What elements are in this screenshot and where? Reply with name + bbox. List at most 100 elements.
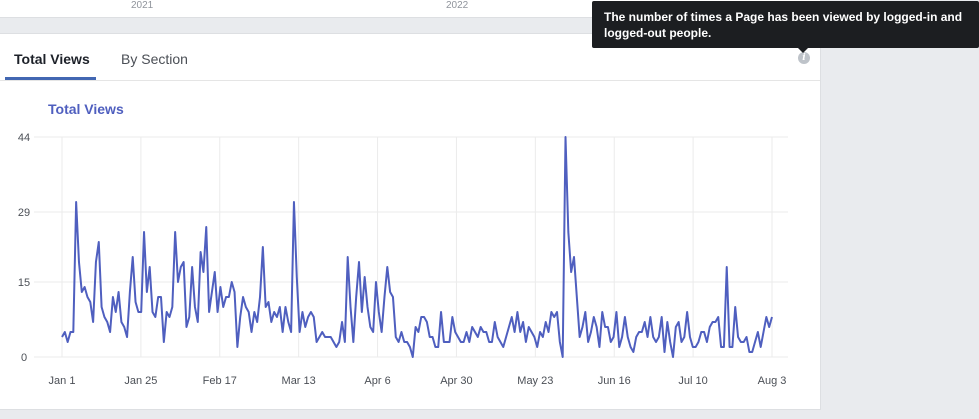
data-point: [339, 341, 340, 342]
data-point: [395, 336, 396, 337]
data-point: [494, 321, 495, 322]
data-point: [503, 346, 504, 347]
data-point: [469, 341, 470, 342]
data-point: [472, 326, 473, 327]
data-point: [248, 311, 249, 312]
data-point: [582, 326, 583, 327]
data-point: [274, 311, 275, 312]
data-point: [769, 326, 770, 327]
data-point: [64, 331, 65, 332]
data-point: [308, 316, 309, 317]
data-point: [390, 291, 391, 292]
data-point: [500, 341, 501, 342]
data-point: [675, 326, 676, 327]
data-point: [101, 306, 102, 307]
data-point: [143, 231, 144, 232]
tab-by-section[interactable]: By Section: [121, 51, 188, 67]
data-point: [237, 346, 238, 347]
data-point: [771, 316, 772, 317]
data-point: [163, 341, 164, 342]
data-point: [718, 316, 719, 317]
data-point: [483, 331, 484, 332]
data-point: [463, 341, 464, 342]
data-point: [121, 321, 122, 322]
data-point: [720, 346, 721, 347]
data-point: [276, 316, 277, 317]
data-point: [740, 341, 741, 342]
x-tick-label: Apr 30: [440, 375, 472, 387]
data-point: [664, 351, 665, 352]
data-point: [384, 296, 385, 297]
data-point: [175, 231, 176, 232]
data-point: [647, 336, 648, 337]
data-point: [687, 311, 688, 312]
data-point: [455, 331, 456, 332]
data-point: [423, 316, 424, 317]
x-tick-label: Jun 16: [598, 375, 631, 387]
data-point: [259, 296, 260, 297]
data-point: [192, 266, 193, 267]
data-point: [621, 336, 622, 337]
data-point: [189, 316, 190, 317]
data-point: [667, 321, 668, 322]
data-point: [288, 321, 289, 322]
data-point: [537, 346, 538, 347]
data-point: [73, 331, 74, 332]
data-point: [701, 331, 702, 332]
data-point: [364, 276, 365, 277]
data-point: [556, 311, 557, 312]
data-point: [296, 276, 297, 277]
data-point: [474, 331, 475, 332]
data-point: [302, 311, 303, 312]
data-point: [180, 266, 181, 267]
data-point: [245, 306, 246, 307]
data-point: [347, 256, 348, 257]
data-point: [197, 321, 198, 322]
data-point: [438, 346, 439, 347]
data-point: [126, 336, 127, 337]
data-point: [766, 316, 767, 317]
x-tick-label: Jul 10: [678, 375, 707, 387]
data-point: [282, 331, 283, 332]
data-point: [353, 341, 354, 342]
data-point: [579, 336, 580, 337]
data-point: [203, 271, 204, 272]
data-point: [160, 296, 161, 297]
data-point: [118, 291, 119, 292]
data-point: [132, 256, 133, 257]
timeline-year-2022: 2022: [446, 0, 469, 11]
data-point: [633, 351, 634, 352]
data-point: [375, 281, 376, 282]
data-point: [715, 321, 716, 322]
data-point: [279, 306, 280, 307]
x-tick-label: May 23: [517, 375, 553, 387]
info-icon[interactable]: i: [798, 52, 810, 64]
data-point: [723, 346, 724, 347]
data-point: [240, 316, 241, 317]
data-point: [670, 341, 671, 342]
data-point: [271, 321, 272, 322]
data-point: [169, 316, 170, 317]
data-point: [760, 346, 761, 347]
data-point: [506, 336, 507, 337]
tab-total-views[interactable]: Total Views: [14, 51, 90, 67]
data-point: [644, 321, 645, 322]
data-point: [610, 341, 611, 342]
data-point: [576, 296, 577, 297]
data-point: [658, 336, 659, 337]
data-point: [573, 256, 574, 257]
data-point: [330, 336, 331, 337]
data-point: [435, 346, 436, 347]
data-point: [254, 311, 255, 312]
timeline-year-2021: 2021: [131, 0, 154, 11]
data-point: [539, 331, 540, 332]
data-point: [732, 346, 733, 347]
data-point: [661, 316, 662, 317]
data-point: [172, 306, 173, 307]
data-point: [265, 306, 266, 307]
data-point: [257, 321, 258, 322]
data-point: [590, 331, 591, 332]
data-point: [650, 316, 651, 317]
data-point: [491, 341, 492, 342]
data-point: [141, 311, 142, 312]
